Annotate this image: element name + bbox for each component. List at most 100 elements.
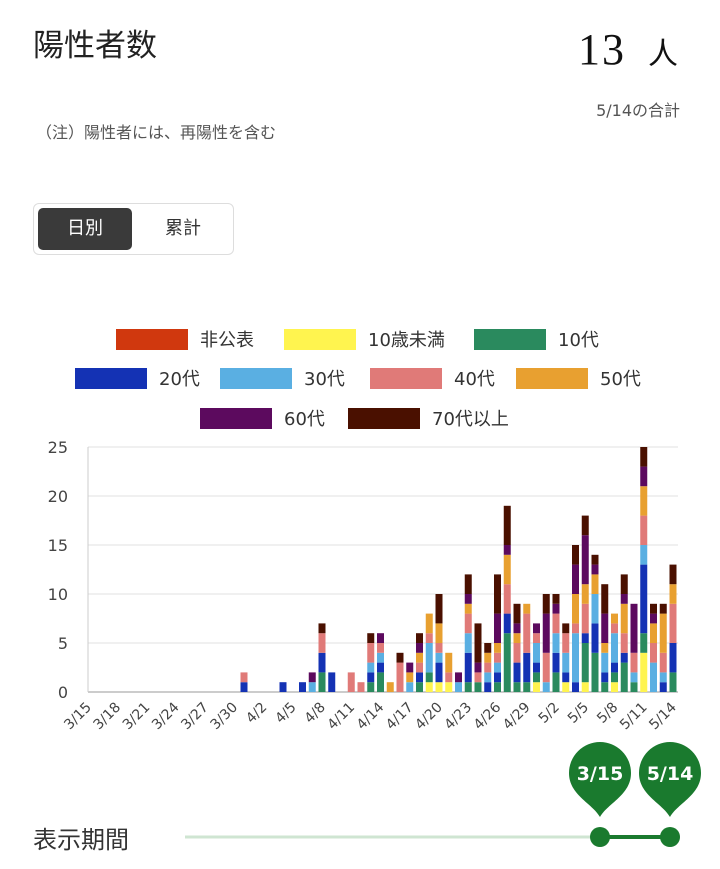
- bar-segment: [523, 603, 531, 614]
- bar-segment: [435, 682, 443, 692]
- bar-segment: [601, 652, 609, 673]
- bar-segment: [640, 545, 648, 565]
- x-tick-label: 3/30: [208, 700, 242, 734]
- bar-segment: [377, 662, 384, 673]
- bar-segment: [435, 623, 443, 643]
- bar-segment: [416, 643, 423, 653]
- slider-start-handle[interactable]: [590, 827, 610, 847]
- legend-swatch: [516, 368, 588, 389]
- bar-segment: [484, 643, 492, 653]
- bar-segment: [503, 505, 511, 545]
- bar-segment: [591, 574, 599, 594]
- bar-segment: [299, 682, 306, 692]
- bar-segment: [659, 672, 667, 683]
- total-caption: 5/14の合計: [596, 101, 680, 120]
- total-count: 13 人: [578, 24, 680, 75]
- x-tick-label: 4/5: [272, 700, 299, 727]
- bar-segment: [523, 613, 531, 653]
- bar-segment: [552, 603, 560, 614]
- bar-segment: [562, 633, 570, 653]
- x-tick-label: 4/17: [383, 700, 417, 734]
- slider-end-value: 5/14: [647, 763, 694, 785]
- bar-segment: [591, 652, 599, 692]
- bar-segment: [601, 643, 609, 653]
- y-tick-label: 5: [58, 634, 68, 653]
- bar-segment: [445, 672, 453, 683]
- x-tick-label: 4/20: [412, 700, 446, 734]
- bar-segment: [659, 603, 667, 614]
- bar-segment: [650, 603, 657, 614]
- legend-swatch: [370, 368, 442, 389]
- bar-segment: [523, 652, 531, 683]
- slider-end-handle[interactable]: [660, 827, 680, 847]
- x-tick-label: 4/29: [500, 700, 534, 734]
- bar-segment: [435, 652, 443, 663]
- bar-segment: [494, 643, 501, 653]
- bar-segment: [601, 682, 609, 692]
- legend-swatch: [284, 329, 356, 350]
- bar-segment: [562, 623, 570, 634]
- bar-segment: [416, 682, 423, 692]
- bar-segment: [669, 584, 677, 604]
- bar-segment: [377, 672, 384, 692]
- bar-segment: [601, 613, 609, 643]
- bar-segment: [513, 623, 521, 634]
- x-tick-label: 3/18: [91, 700, 125, 734]
- x-tick-label: 5/14: [646, 699, 680, 733]
- bar-segment: [620, 652, 628, 663]
- bar-segment: [513, 643, 521, 663]
- legend-label: 50代: [600, 369, 641, 390]
- bar-segment: [474, 682, 482, 692]
- bar-segment: [630, 603, 638, 653]
- bar-segment: [542, 652, 550, 683]
- bar-segment: [659, 613, 667, 653]
- bar-segment: [611, 633, 618, 663]
- bar-segment: [464, 633, 472, 653]
- bar-segment: [503, 554, 511, 585]
- bar-segment: [377, 652, 384, 663]
- slider-start-pin: [569, 742, 631, 817]
- bar-segment: [581, 535, 589, 585]
- bar-segment: [513, 662, 521, 683]
- bar-segment: [542, 613, 550, 653]
- note-text: （注）陽性者には、再陽性を含む: [36, 123, 277, 142]
- bar-segment: [591, 554, 599, 565]
- bar-segment: [650, 643, 657, 663]
- bar-segment: [425, 643, 433, 673]
- bar-segment: [640, 564, 648, 634]
- total-unit: 人: [648, 38, 680, 71]
- bar-segment: [455, 672, 462, 683]
- bar-segment: [620, 594, 628, 604]
- bar-segment: [425, 613, 433, 634]
- bar-segment: [318, 623, 326, 634]
- bar-segment: [572, 545, 579, 565]
- bar-segment: [494, 613, 501, 643]
- bar-segment: [357, 682, 365, 692]
- legend-label: 70代以上: [432, 409, 509, 430]
- bar-segment: [552, 672, 560, 692]
- x-tick-label: 5/5: [565, 700, 592, 727]
- bar-segment: [367, 643, 375, 663]
- cumulative-button[interactable]: 累計: [165, 218, 201, 239]
- bar-segment: [620, 662, 628, 692]
- daily-button[interactable]: 日別: [38, 208, 132, 250]
- y-tick-label: 20: [48, 487, 68, 506]
- bar-segment: [396, 652, 404, 663]
- bar-segment: [386, 682, 394, 692]
- bar-segment: [474, 623, 482, 663]
- bar-segment: [455, 682, 462, 692]
- bar-segment: [435, 662, 443, 683]
- legend-label: 20代: [159, 369, 200, 390]
- bar-segment: [533, 662, 540, 673]
- bar-segment: [611, 682, 618, 692]
- x-tick-label: 3/24: [149, 699, 183, 733]
- bar-segment: [279, 682, 287, 692]
- bar-segment: [650, 662, 657, 692]
- view-toggle: 日別 累計: [33, 203, 234, 255]
- bar-segment: [572, 623, 579, 634]
- bar-segment: [406, 672, 414, 683]
- bar-segment: [494, 682, 501, 692]
- bar-segment: [620, 633, 628, 653]
- bar-segment: [650, 613, 657, 624]
